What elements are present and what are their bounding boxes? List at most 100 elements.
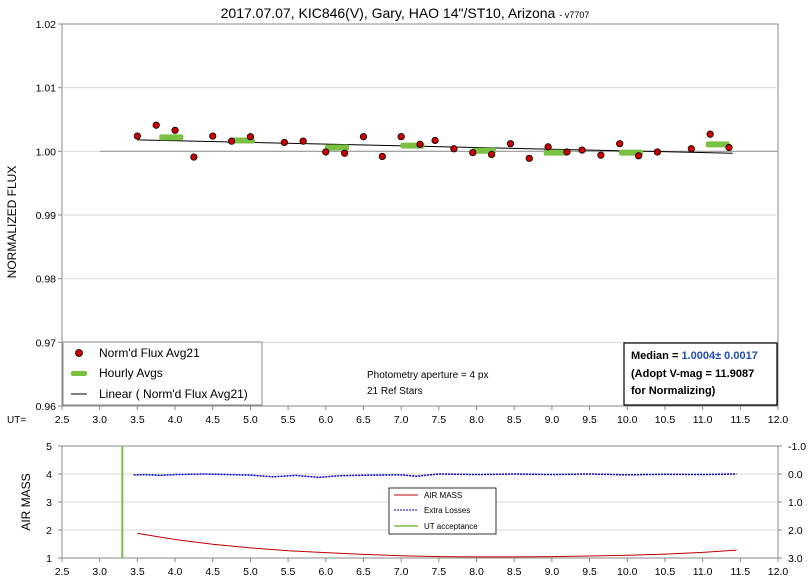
flux-point xyxy=(431,136,439,145)
flux-point xyxy=(706,130,714,138)
legend-hourly-marker xyxy=(71,371,87,376)
bottom-y2-tick-label: 2.0 xyxy=(788,525,803,537)
legend-ut-label: UT acceptance xyxy=(424,522,478,531)
normalizing-text: for Normalizing) xyxy=(631,385,716,397)
top-y-tick-label: 1.01 xyxy=(36,83,57,95)
bottom-x-tick-label: 10.5 xyxy=(655,566,676,578)
top-y-tick-label: 1.00 xyxy=(36,146,57,158)
top-x-tick-label: 12.0 xyxy=(768,414,789,426)
top-x-tick-label: 8.0 xyxy=(469,414,484,426)
median-box xyxy=(623,342,778,406)
chart-title-suffix: - v7707 xyxy=(559,10,589,20)
extra-losses-line xyxy=(133,473,737,479)
flux-point xyxy=(133,132,141,140)
flux-point xyxy=(597,151,605,159)
flux-point xyxy=(469,149,477,157)
top-x-tick-label: 3.0 xyxy=(92,414,107,426)
bottom-x-tick-label: 4.5 xyxy=(205,566,220,578)
flux-point xyxy=(416,140,424,148)
top-y-tick-label: 1.02 xyxy=(36,19,57,31)
legend-hourly-label: Hourly Avgs xyxy=(99,366,163,380)
bottom-y2-tick-label: 0.0 xyxy=(788,469,803,481)
hourly-avgs-series xyxy=(159,134,730,156)
flux-point xyxy=(653,148,662,156)
hourly-avg-marker xyxy=(543,149,568,156)
adopt-vmag-text: (Adopt V-mag = 11.9087 xyxy=(631,368,754,380)
refstars-annotation: 21 Ref Stars xyxy=(367,386,423,397)
bottom-x-tick-label: 6.0 xyxy=(318,566,333,578)
bottom-series xyxy=(121,446,737,558)
bottom-y2-tick-label: -1.0 xyxy=(788,441,806,453)
bottom-x-tick-label: 3.0 xyxy=(92,566,107,578)
flux-point xyxy=(190,153,198,161)
flux-point xyxy=(280,138,288,147)
bottom-x-tick-label: 9.5 xyxy=(582,566,597,578)
bottom-y-axis-label: AIR MASS xyxy=(19,473,33,530)
legend-linear-label: Linear ( Norm'd Flux Avg21) xyxy=(99,387,248,401)
top-legend-box xyxy=(62,341,263,406)
flux-series xyxy=(133,121,733,162)
flux-point xyxy=(341,149,349,157)
flux-point xyxy=(687,145,695,153)
flux-point xyxy=(725,143,733,152)
flux-point xyxy=(246,133,255,141)
bottom-x-tick-label: 4.0 xyxy=(168,566,183,578)
top-x-tick-label: 5.5 xyxy=(281,414,296,426)
ut-label: UT= xyxy=(7,415,26,426)
bottom-y-tick-label: 3 xyxy=(46,497,52,509)
legend-airmass-label: AIR MASS xyxy=(424,491,462,500)
flux-point xyxy=(506,140,515,148)
legend-extra-label: Extra Losses xyxy=(424,506,470,515)
bottom-y-tick-labels: 1 2 3 4 5 xyxy=(46,441,52,565)
bottom-x-tick-label: 7.5 xyxy=(432,566,447,578)
bottom-x-tick-label: 9.0 xyxy=(545,566,560,578)
aperture-annotation: Photometry aperture = 4 px xyxy=(367,370,488,381)
top-x-tick-label: 8.5 xyxy=(507,414,522,426)
top-x-tick-label: 9.5 xyxy=(582,414,597,426)
flux-point xyxy=(152,121,160,129)
legend-point-marker xyxy=(75,349,83,357)
top-x-tick-label: 11.0 xyxy=(693,414,713,426)
top-y-tick-labels: 0.96 0.97 0.98 0.99 1.00 1.01 1.02 xyxy=(36,19,57,413)
top-x-tick-label: 11.5 xyxy=(730,414,750,426)
flux-point xyxy=(397,133,405,141)
top-y-tick-label: 0.98 xyxy=(36,274,57,286)
bottom-y-tick-label: 2 xyxy=(46,525,52,537)
flux-point xyxy=(359,133,368,141)
airmass-line xyxy=(137,532,737,558)
top-y-tick-label: 0.97 xyxy=(36,337,57,349)
flux-point xyxy=(171,126,179,134)
top-y-tick-label: 0.99 xyxy=(36,210,57,222)
bottom-y2-tick-label: 1.0 xyxy=(788,497,803,509)
bottom-x-tick-label: 12.0 xyxy=(768,566,789,578)
flux-point xyxy=(544,143,552,151)
flux-point xyxy=(578,146,586,154)
chart-title: 2017.07.07, KIC846(V), Gary, HAO 14"/ST1… xyxy=(221,5,590,21)
top-x-tick-label: 5.0 xyxy=(243,414,258,426)
bottom-x-tick-label: 8.5 xyxy=(507,566,522,578)
bottom-x-tick-label: 10.0 xyxy=(617,566,638,578)
flux-point xyxy=(616,140,624,148)
flux-point xyxy=(487,150,496,159)
bottom-y-tick-label: 4 xyxy=(46,469,52,481)
top-x-tick-label: 7.0 xyxy=(394,414,409,426)
top-x-tick-label: 4.5 xyxy=(205,414,220,426)
bottom-x-tick-label: 6.5 xyxy=(356,566,371,578)
flux-point xyxy=(378,152,386,161)
flux-point xyxy=(450,145,458,153)
top-x-tick-label: 9.0 xyxy=(545,414,560,426)
top-x-tick-label: 3.5 xyxy=(130,414,145,426)
bottom-y-tick-label: 5 xyxy=(46,441,52,453)
top-lines xyxy=(99,139,778,154)
bottom-x-tick-label: 8.0 xyxy=(469,566,484,578)
hourly-avg-marker xyxy=(159,134,184,141)
flux-point xyxy=(525,154,533,162)
flux-point xyxy=(634,152,643,160)
bottom-x-tick-labels: 2.5 3.0 3.5 4.0 4.5 5.0 5.5 6.0 6.5 7.0 7.5 8.0 8.5 9… xyxy=(55,558,789,578)
bottom-y2-tick-labels: 3.0 2.0 1.0 0.0 -1.0 xyxy=(788,441,806,565)
hourly-avg-marker xyxy=(705,141,730,148)
hourly-avg-marker xyxy=(325,144,350,151)
top-y-tick-label: 0.96 xyxy=(36,401,57,413)
top-x-tick-label: 10.5 xyxy=(655,414,676,426)
